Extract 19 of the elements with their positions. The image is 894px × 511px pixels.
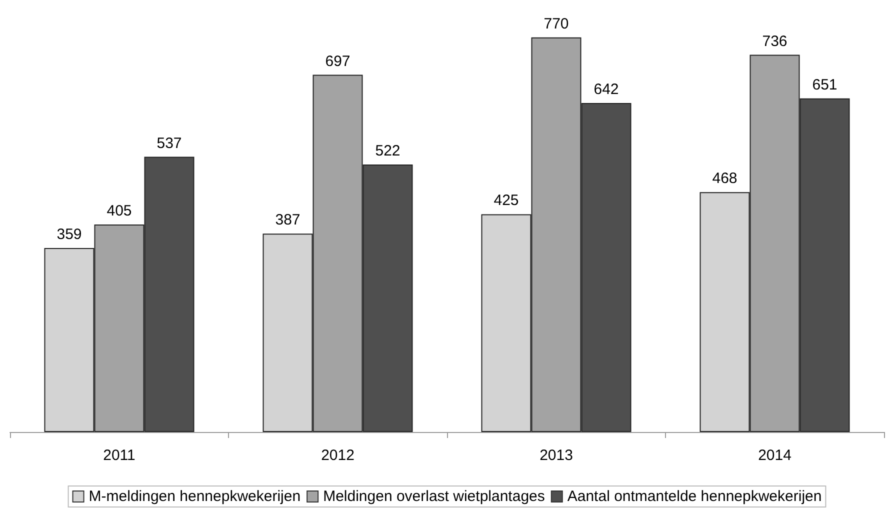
legend-label: M-meldingen hennepkwekerijen (88, 488, 301, 505)
data-label: 642 (594, 80, 619, 98)
x-tick-label: 2014 (758, 447, 792, 464)
data-label: 468 (712, 170, 738, 188)
legend-label: Aantal ontmantelde hennepkwekerijen (567, 488, 822, 505)
data-label: 359 (56, 226, 82, 244)
legend-label: Meldingen overlast wietplantages (323, 488, 545, 505)
data-label: 405 (106, 202, 132, 220)
data-label: 425 (494, 192, 519, 210)
data-label: 651 (812, 76, 838, 94)
data-label: 537 (156, 134, 182, 152)
data-label: 522 (375, 142, 400, 160)
x-tick-label: 2013 (540, 447, 573, 464)
data-label: 770 (544, 15, 569, 32)
x-tick-label: 2012 (321, 447, 354, 464)
x-tick-label: 2011 (103, 447, 136, 464)
data-label: 736 (762, 32, 788, 50)
data-label: 697 (325, 52, 350, 70)
data-label: 387 (275, 212, 300, 229)
